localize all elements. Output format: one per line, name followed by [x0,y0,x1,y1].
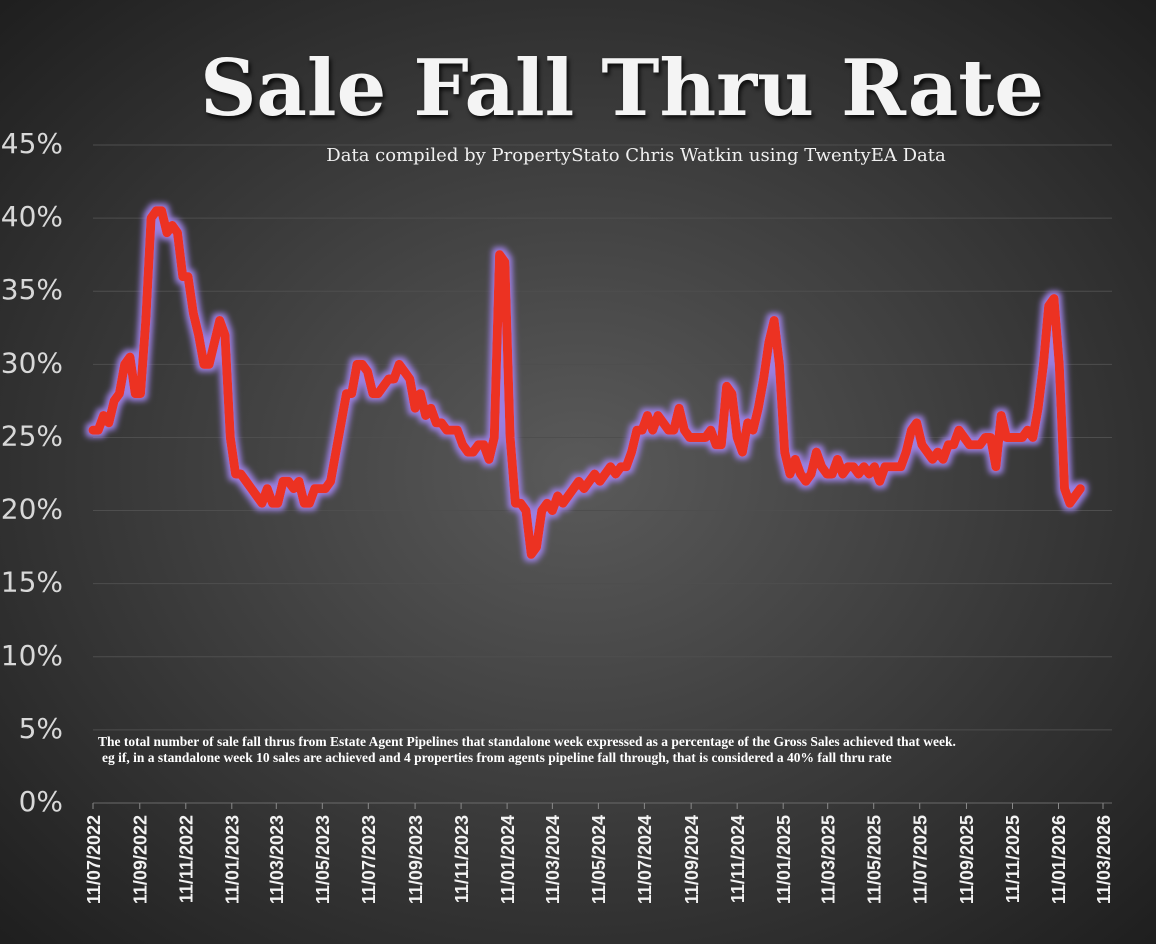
x-tick-label: 11/09/2023 [406,815,426,904]
x-tick-label: 11/03/2026 [1094,815,1114,904]
y-tick-label: 0% [19,785,63,818]
chart-title: Sale Fall Thru Rate [200,43,1044,134]
y-tick-label: 10% [1,639,63,672]
x-tick-label: 11/01/2024 [498,815,518,904]
x-tick-label: 11/05/2024 [589,815,609,904]
note: The total number of sale fall thrus from… [98,734,956,749]
x-tick-label: 11/07/2022 [84,815,104,904]
y-tick-label: 40% [1,200,63,233]
x-tick-label: 11/01/2025 [774,815,794,904]
plot-area [88,206,1085,559]
x-tick-label: 11/03/2023 [267,815,287,904]
x-tick-label: 11/11/2025 [1003,815,1023,903]
x-tick-label: 11/11/2023 [452,815,472,903]
grid [92,144,1112,809]
y-tick-label: 5% [19,712,63,745]
y-tick-label: 45% [1,127,63,160]
x-tick-label: 11/07/2024 [635,815,655,904]
chart-subtitle: Data compiled by PropertyStato Chris Wat… [326,145,946,166]
y-tick-label: 25% [1,419,63,452]
y-tick-label: 15% [1,566,63,599]
x-tick-label: 11/03/2025 [818,815,838,904]
x-tick-label: 11/09/2025 [957,815,977,904]
x-tick-label: 11/05/2025 [864,815,884,904]
data-line [88,206,1085,559]
y-tick-label: 35% [1,273,63,306]
y-tick-label: 20% [1,493,63,526]
x-tick-label: 11/09/2024 [682,815,702,904]
x-tick-label: 11/11/2022 [177,815,197,903]
x-tick-label: 11/01/2023 [223,815,243,904]
x-tick-label: 11/11/2024 [728,815,748,903]
x-tick-label: 11/07/2023 [359,815,379,904]
y-tick-label: 30% [1,346,63,379]
x-tick-label: 11/03/2024 [543,815,563,904]
x-tick-label: 11/05/2023 [313,815,333,904]
note: eg if, in a standalone week 10 sales are… [102,750,892,765]
x-tick-label: 11/09/2022 [131,815,151,904]
x-tick-label: 11/01/2026 [1049,815,1069,904]
x-tick-label: 11/07/2025 [910,815,930,904]
